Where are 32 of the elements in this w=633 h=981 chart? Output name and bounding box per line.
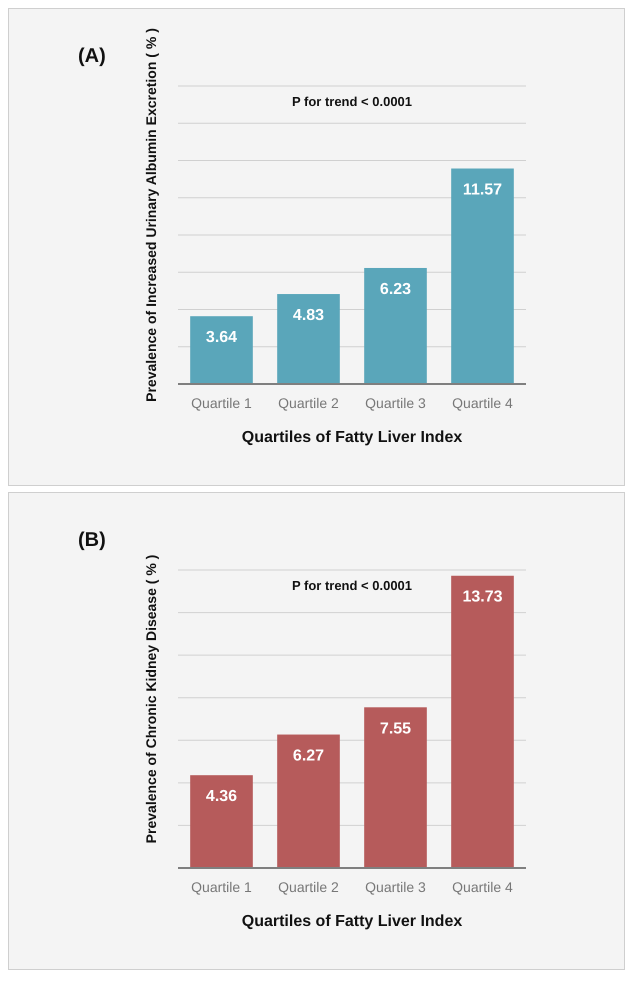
x-tick-label: Quartile 2 [278, 395, 340, 411]
bar [451, 576, 514, 868]
bar [277, 734, 340, 868]
data-label: 11.57 [462, 182, 502, 199]
data-label: 4.36 [206, 788, 238, 806]
chart-title: (B) [78, 529, 106, 551]
y-axis-title: Prevalence of Increased Urinary Albumin Excretion ( % ) [143, 28, 159, 402]
chart-title: (A) [78, 45, 106, 67]
data-label: 7.55 [380, 720, 412, 738]
bar [364, 268, 427, 384]
data-label: 3.64 [206, 329, 238, 346]
annotation: P for trend < 0.0001 [292, 94, 412, 109]
y-axis-title: Prevalence of Chronic Kidney Disease ( % ) [143, 554, 159, 844]
data-label: 4.83 [292, 307, 324, 324]
x-tick-label: Quartile 4 [452, 879, 514, 895]
x-axis-title: Quartiles of Fatty Liver Index [242, 429, 462, 446]
data-label: 13.73 [462, 588, 503, 606]
x-tick-label: Quartile 4 [452, 395, 514, 411]
annotation: P for trend < 0.0001 [292, 578, 412, 593]
x-axis-title: Quartiles of Fatty Liver Index [242, 913, 462, 930]
x-tick-label: Quartile 1 [191, 879, 252, 895]
x-tick-label: Quartile 3 [365, 395, 426, 411]
bar [190, 775, 253, 868]
bar [277, 294, 340, 384]
bar [364, 707, 427, 868]
x-tick-label: Quartile 2 [278, 879, 340, 895]
data-label: 6.23 [380, 280, 412, 298]
x-tick-label: Quartile 3 [365, 879, 426, 895]
x-tick-label: Quartile 1 [191, 395, 252, 411]
bar [190, 316, 253, 384]
bar [451, 168, 514, 384]
data-label: 6.27 [292, 748, 324, 765]
